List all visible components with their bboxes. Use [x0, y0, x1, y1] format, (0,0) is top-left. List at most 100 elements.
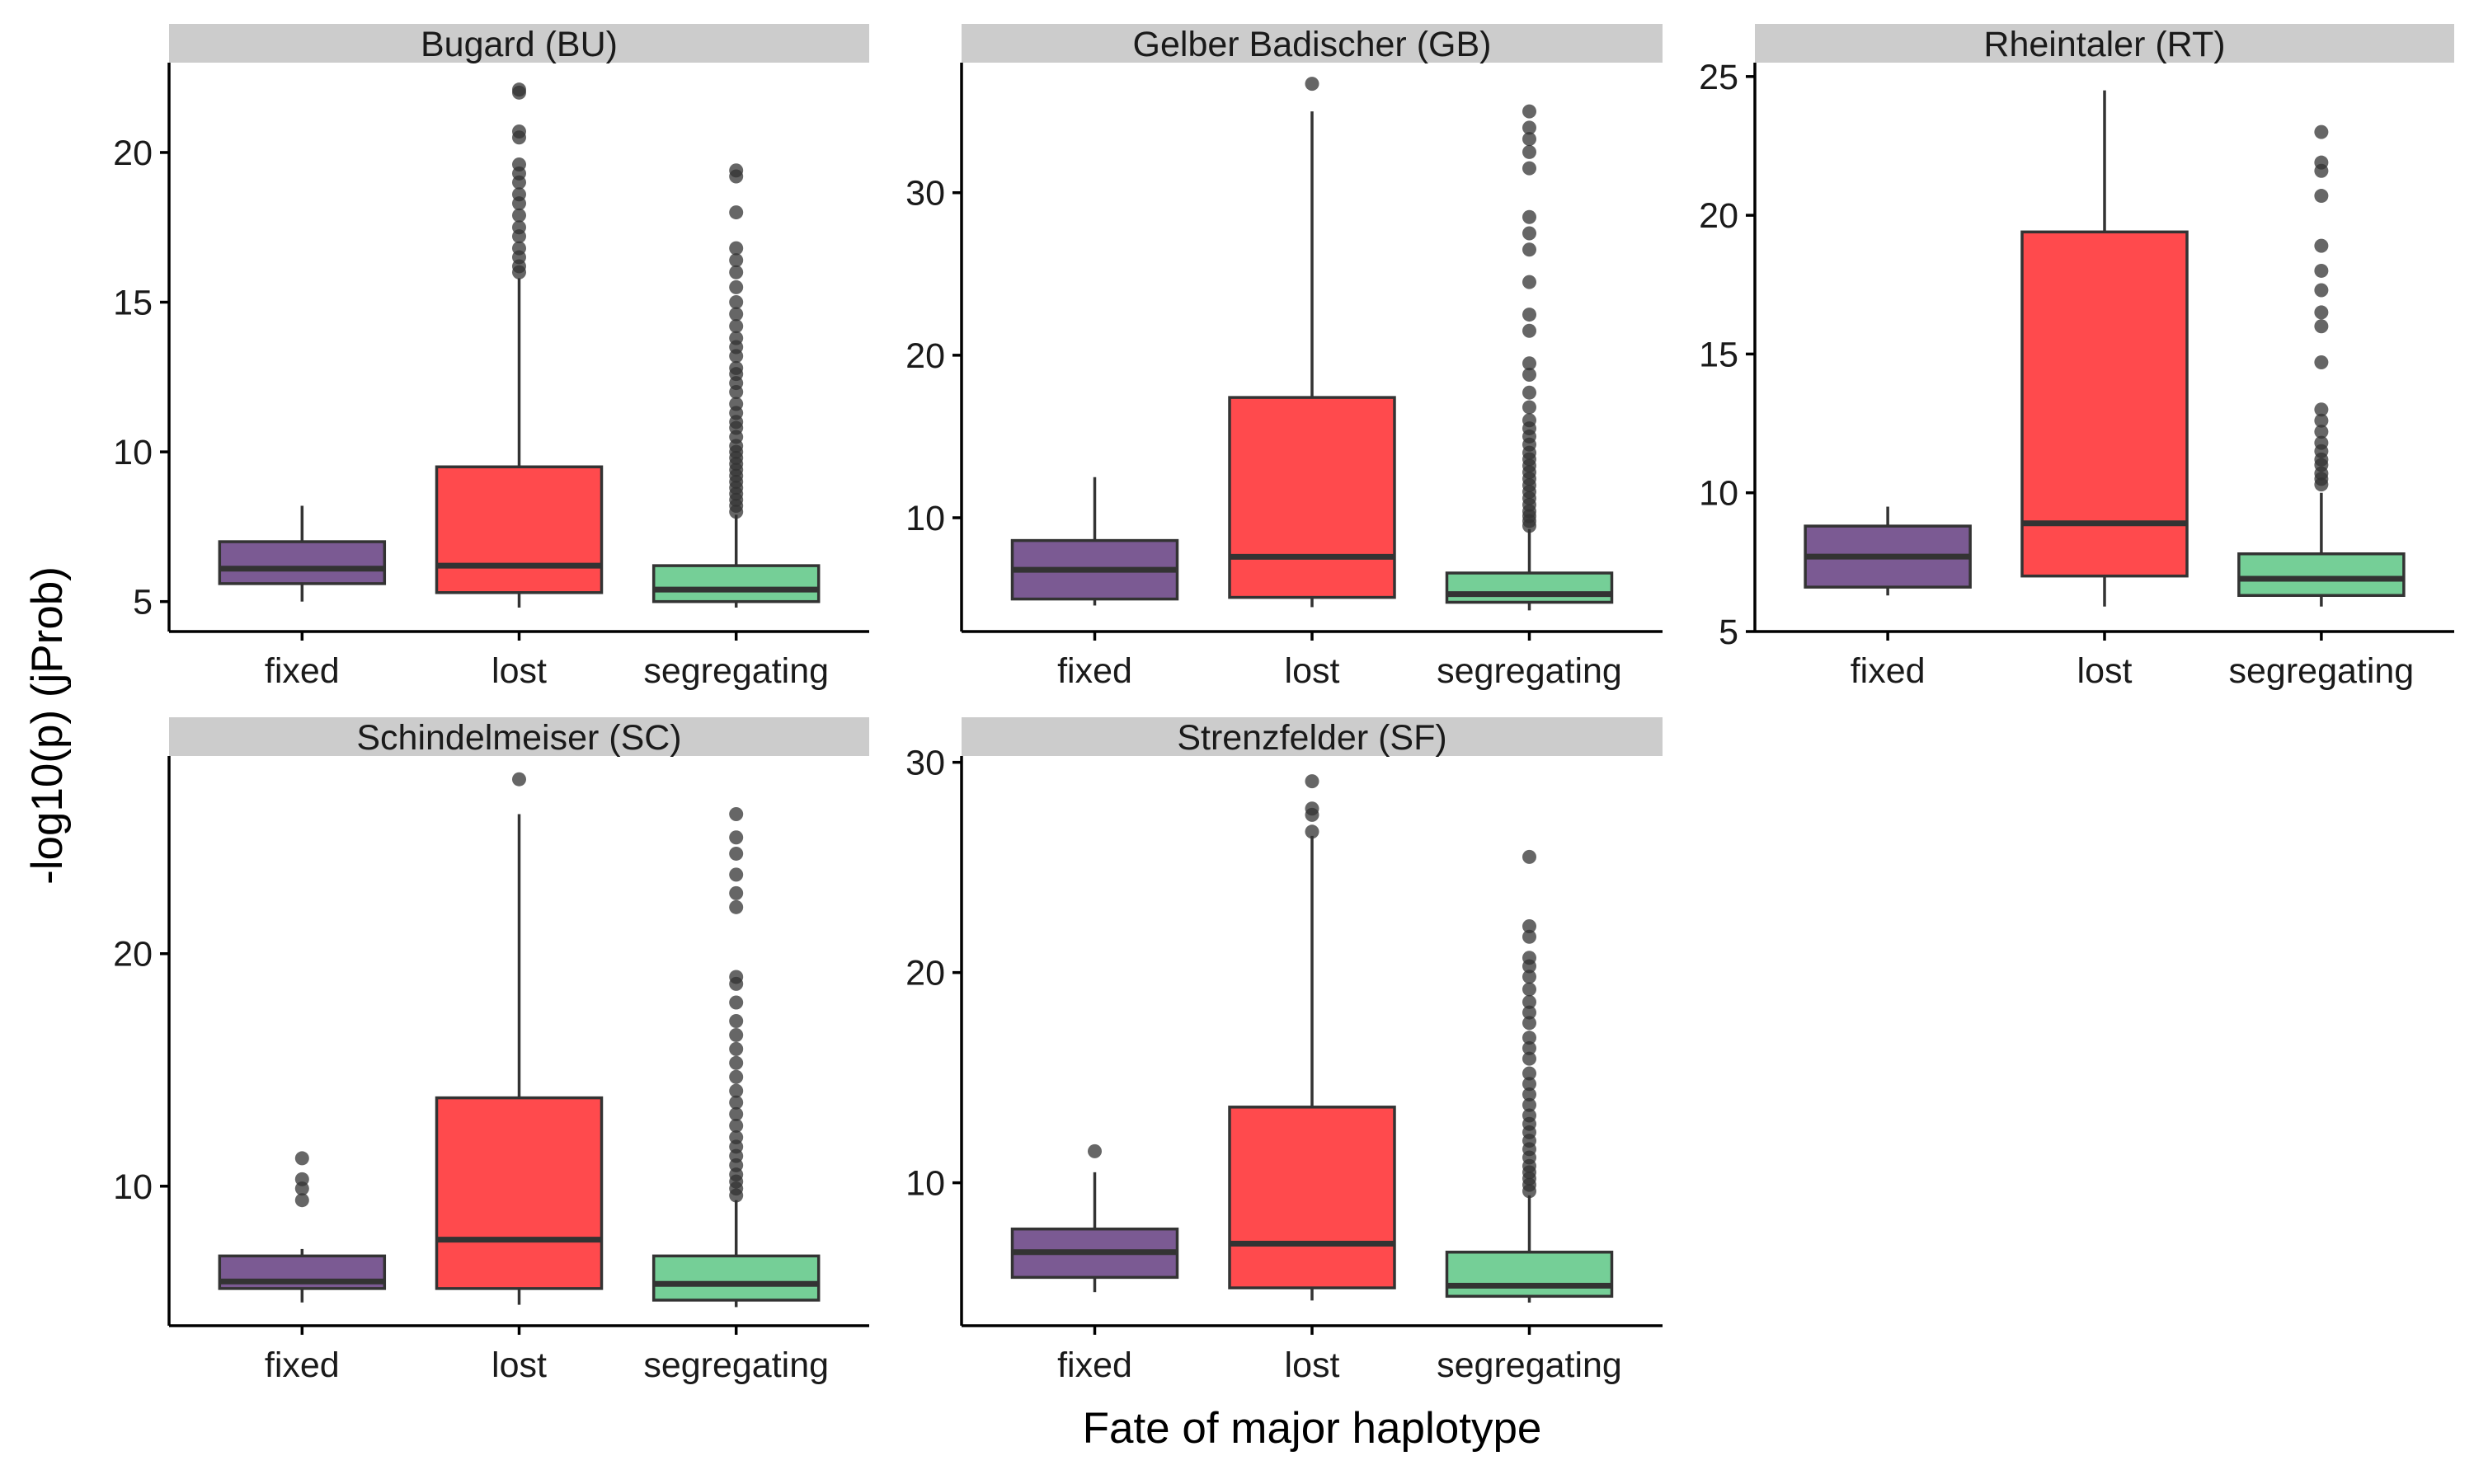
x-tick-label: segregating: [1437, 1345, 1622, 1385]
outlier-point: [729, 1118, 744, 1133]
outlier-point: [2314, 238, 2329, 253]
outlier-point: [2314, 305, 2329, 320]
outlier-point: [1522, 368, 1536, 383]
outlier-point: [512, 241, 526, 256]
x-tick-label: fixed: [1057, 1345, 1132, 1385]
outlier-point: [1522, 1031, 1536, 1045]
outlier-point: [2314, 425, 2329, 439]
outlier-point: [729, 807, 744, 822]
facet-strip-title: Strenzfelder (SF): [1177, 718, 1446, 758]
outlier-point: [294, 1151, 309, 1166]
outlier-point: [729, 253, 744, 268]
outlier-point: [729, 830, 744, 845]
facet-strip-title: Rheintaler (RT): [1983, 25, 2225, 64]
outlier-point: [512, 208, 526, 223]
outlier-point: [512, 187, 526, 202]
y-tick-label: 10: [1699, 474, 1738, 514]
x-tick-label: lost: [492, 651, 547, 691]
outlier-point: [729, 1014, 744, 1029]
outlier-point: [729, 995, 744, 1010]
outlier-point: [729, 1106, 744, 1121]
outlier-point: [1522, 308, 1536, 322]
outlier-point: [729, 331, 744, 345]
outlier-point: [1522, 1040, 1536, 1055]
outlier-point: [729, 295, 744, 310]
outlier-point: [2314, 413, 2329, 428]
outlier-point: [512, 220, 526, 235]
outlier-point: [294, 1193, 309, 1208]
facet-strip: [169, 24, 869, 63]
facet-strip: [962, 24, 1663, 63]
box-segregating: [651, 1254, 821, 1302]
outlier-point: [729, 241, 744, 256]
outlier-point: [1522, 161, 1536, 176]
y-tick-label: 5: [133, 583, 153, 622]
box-lost: [435, 1096, 604, 1290]
outlier-point: [2314, 283, 2329, 298]
box-segregating: [2237, 552, 2406, 597]
outlier-point: [1522, 1051, 1536, 1066]
outlier-point: [729, 867, 744, 882]
outlier-point: [2314, 319, 2329, 334]
x-tick-label: lost: [1285, 651, 1340, 691]
outlier-point: [729, 319, 744, 334]
outlier-point: [729, 885, 744, 900]
outlier-point: [2314, 435, 2329, 450]
outlier-point: [729, 307, 744, 322]
y-tick-label: 20: [113, 134, 153, 173]
outlier-point: [1522, 120, 1536, 135]
y-tick-label: 20: [1699, 196, 1738, 236]
outlier-point: [729, 265, 744, 279]
outlier-point: [1522, 209, 1536, 224]
x-tick-label: segregating: [1437, 651, 1622, 691]
outlier-point: [729, 970, 744, 984]
x-axis-title: Fate of major haplotype: [1083, 1404, 1542, 1453]
y-tick-label: 20: [905, 336, 945, 376]
y-tick-label: 30: [905, 174, 945, 214]
y-tick-label: 15: [1699, 335, 1738, 374]
outlier-point: [729, 846, 744, 861]
facet-strip-title: Gelber Badischer (GB): [1133, 25, 1492, 64]
y-tick-label: 30: [905, 744, 945, 783]
outlier-point: [729, 899, 744, 914]
outlier-point: [512, 82, 526, 97]
outlier-point: [729, 163, 744, 178]
y-tick-label: 25: [1699, 58, 1738, 97]
facet-panel: Bugard (BU) 5 10 15 20 fixed lost segregating: [113, 24, 869, 691]
outlier-point: [1522, 132, 1536, 147]
outlier-point: [1522, 356, 1536, 371]
outlier-point: [1305, 774, 1319, 789]
facet-strip: [962, 717, 1663, 756]
outlier-point: [1522, 1097, 1536, 1112]
outlier-point: [1522, 1108, 1536, 1123]
outlier-point: [1522, 242, 1536, 257]
outlier-point: [729, 1083, 744, 1098]
facet-panel: Schindelmeiser (SC) 10 20 fixed lost segregat…: [113, 717, 869, 1385]
outlier-point: [294, 1172, 309, 1186]
outlier-point: [1522, 275, 1536, 289]
outlier-point: [729, 205, 744, 220]
x-tick-label: fixed: [265, 651, 340, 691]
outlier-point: [1522, 982, 1536, 997]
outlier-point: [1522, 994, 1536, 1009]
outlier-point: [1522, 385, 1536, 400]
box-lost: [2020, 230, 2189, 578]
facet-strip-title: Bugard (BU): [421, 25, 618, 64]
y-tick-label: 5: [1719, 613, 1738, 652]
outlier-point: [2314, 402, 2329, 417]
outlier-point: [1522, 1016, 1536, 1031]
x-tick-label: segregating: [2229, 651, 2415, 691]
outlier-point: [729, 1069, 744, 1084]
outlier-point: [2314, 155, 2329, 170]
x-tick-label: segregating: [643, 651, 829, 691]
facet-strip: [169, 717, 869, 756]
outlier-point: [729, 1095, 744, 1110]
box-fixed: [218, 540, 387, 585]
outlier-point: [1522, 1066, 1536, 1081]
x-tick-label: fixed: [1057, 651, 1132, 691]
outlier-point: [1522, 413, 1536, 428]
outlier-point: [1522, 929, 1536, 944]
y-tick-label: 10: [113, 1167, 153, 1207]
outlier-point: [729, 1027, 744, 1042]
